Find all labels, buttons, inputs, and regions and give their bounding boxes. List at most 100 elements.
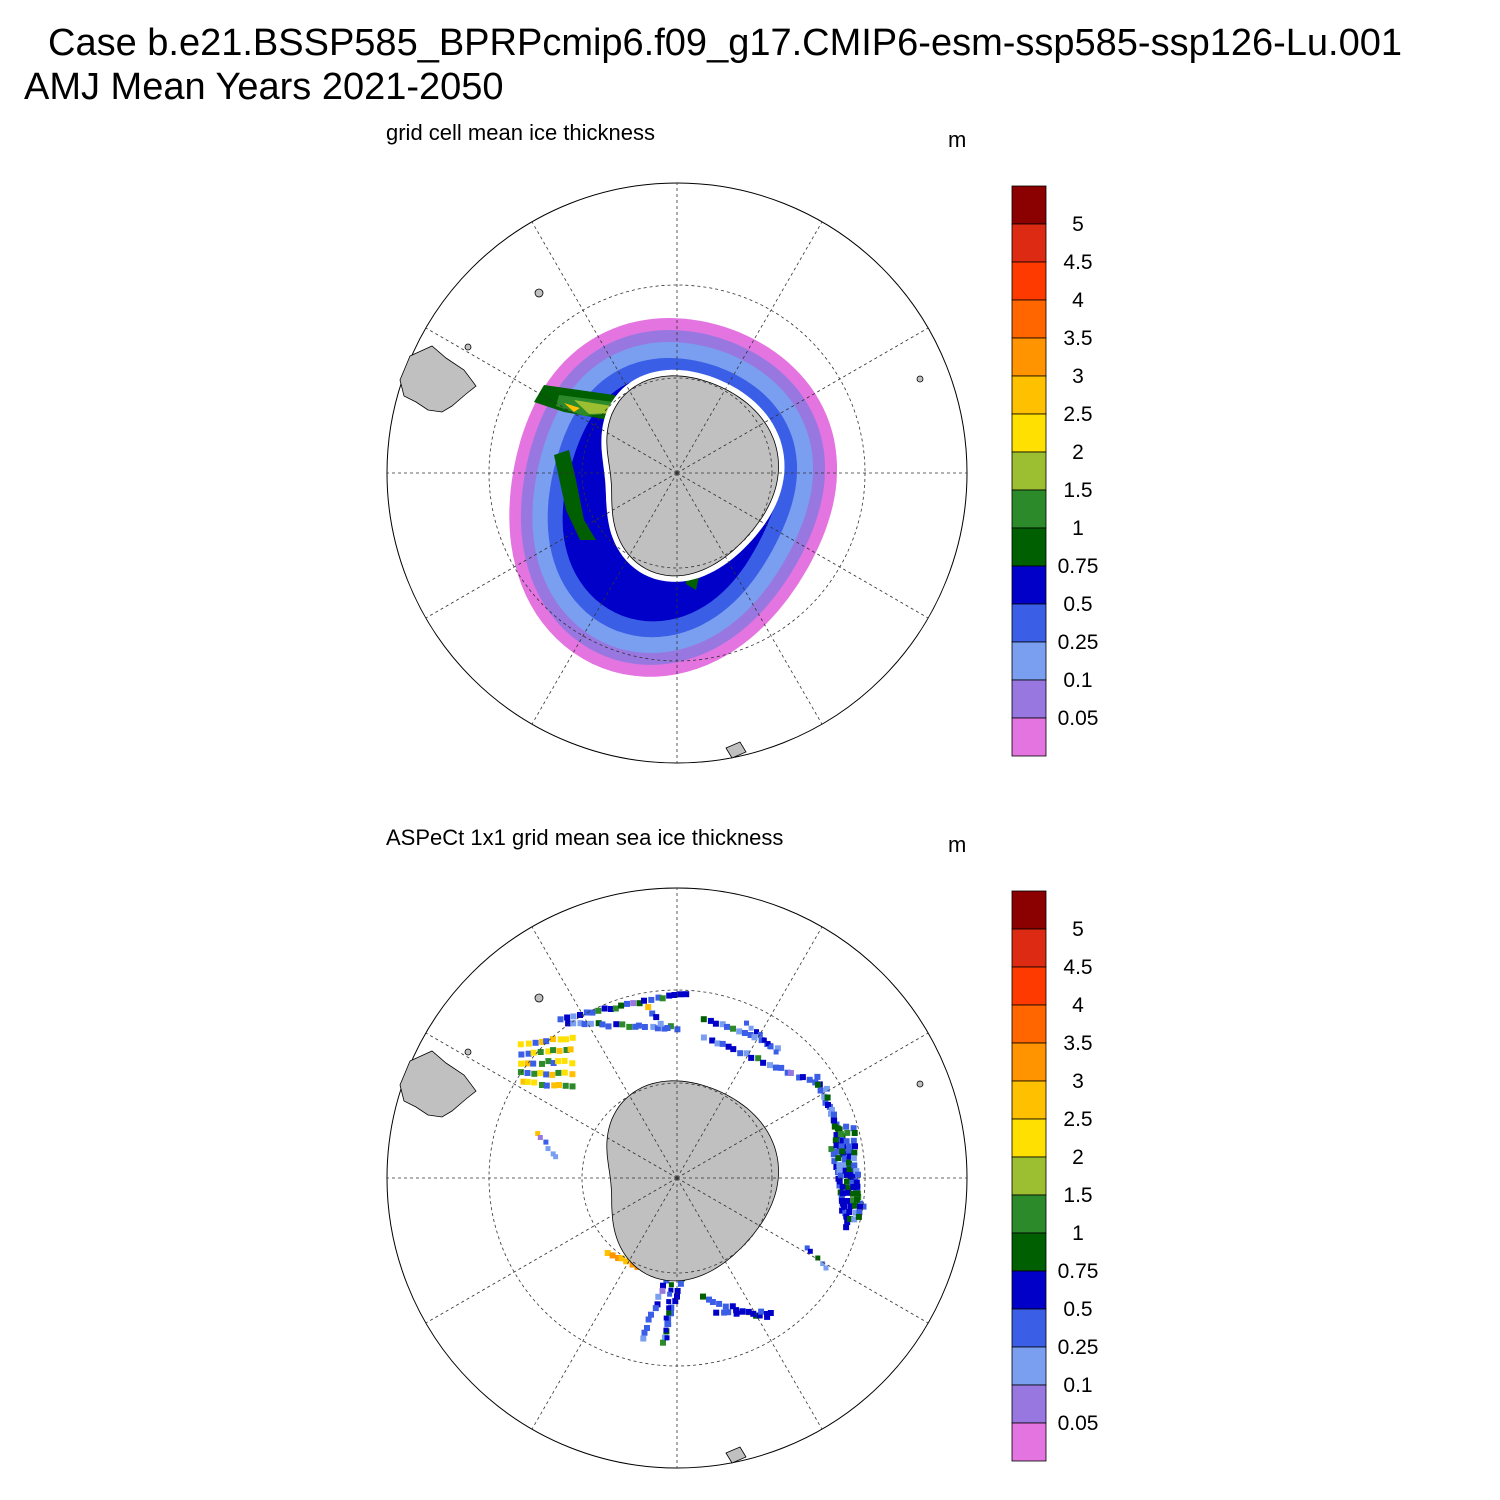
observation-cell: [837, 1131, 844, 1138]
meridian-line: [531, 472, 678, 725]
observation-cell: [751, 1034, 758, 1041]
observation-cell: [853, 1179, 860, 1186]
colorbar-box: [1011, 527, 1047, 567]
observation-cell: [618, 1255, 625, 1262]
colorbar-box: [1011, 1422, 1047, 1462]
observation-cell: [640, 1335, 647, 1342]
observation-cell: [565, 1020, 572, 1027]
observation-cell: [799, 1074, 806, 1081]
observation-cell: [748, 1025, 754, 1031]
meridian-line: [425, 1177, 678, 1324]
observation-cell: [520, 1078, 527, 1085]
observation-cell: [543, 1139, 549, 1145]
observation-cell: [619, 1021, 626, 1028]
meridian-line: [676, 472, 823, 725]
observation-cell: [524, 1060, 531, 1067]
observation-cell: [844, 1178, 850, 1185]
observation-cell: [832, 1137, 839, 1144]
colorbar-tick-label: 0.75: [1058, 555, 1099, 578]
observation-cell: [745, 1308, 752, 1315]
observation-cell: [623, 1258, 630, 1265]
observation-cell: [846, 1159, 852, 1166]
colorbar-box: [1011, 299, 1047, 339]
observation-cell: [836, 1182, 843, 1189]
observation-cell: [530, 1049, 537, 1056]
observation-cell: [601, 1005, 608, 1012]
colorbar-box: [1011, 565, 1047, 605]
observation-cell: [842, 1167, 849, 1174]
colorbar-tick-label: 5: [1072, 213, 1084, 236]
observation-cell: [550, 1060, 557, 1066]
observation-cell: [674, 1288, 681, 1294]
observation-cell: [764, 1311, 770, 1317]
observation-cell: [709, 1299, 716, 1305]
observation-cell: [636, 1000, 643, 1007]
observation-cell: [817, 1087, 824, 1094]
observation-cell: [629, 1261, 636, 1268]
observation-cell: [836, 1162, 843, 1169]
observation-cell: [843, 1224, 850, 1231]
observation-cell: [747, 1032, 754, 1038]
observation-cell: [850, 1197, 857, 1204]
observation-cell: [666, 1310, 672, 1316]
observation-cell: [814, 1073, 821, 1080]
colorbar-tick-label: 3.5: [1063, 1032, 1092, 1055]
colorbar-box: [1011, 1308, 1047, 1348]
observation-cell: [834, 1148, 841, 1155]
observation-cell: [577, 1020, 584, 1027]
observation-cell: [807, 1248, 813, 1254]
colorbar-box: [1011, 641, 1047, 681]
observation-cell: [843, 1213, 850, 1220]
observation-cell: [556, 1082, 562, 1088]
observation-cell: [641, 997, 647, 1004]
observation-cell: [624, 1000, 630, 1007]
observation-cell: [838, 1194, 845, 1201]
colorbar-tick-label: 2.5: [1063, 1108, 1092, 1131]
colorbar-tick-label: 1.5: [1063, 479, 1092, 502]
graticule: [387, 888, 967, 1468]
observation-cell: [632, 1023, 639, 1030]
colorbar-tick-label: 3.5: [1063, 327, 1092, 350]
south-america-landmass: [399, 345, 477, 413]
graticule: [387, 183, 967, 763]
observation-cell: [804, 1245, 810, 1251]
colorbar-tick-label: 1.5: [1063, 1184, 1092, 1207]
ice-thick-patch: [554, 450, 596, 540]
meridian-line: [676, 221, 823, 474]
observation-cell: [551, 1082, 558, 1089]
observation-cell: [823, 1265, 829, 1271]
observation-cell: [836, 1126, 843, 1133]
observation-cell: [833, 1142, 840, 1149]
observation-cell: [583, 1009, 590, 1016]
observation-cell: [830, 1151, 837, 1158]
observation-cell: [677, 991, 684, 998]
observation-cell: [539, 1082, 545, 1088]
observation-cell: [667, 1291, 673, 1297]
observation-cell: [846, 1166, 853, 1173]
observation-cell: [857, 1204, 863, 1210]
observation-cell: [842, 1210, 849, 1217]
observation-cell: [846, 1209, 853, 1215]
observation-cell: [612, 1005, 619, 1012]
observation-cell: [537, 1135, 543, 1140]
colorbar-tick-label: 0.5: [1063, 1298, 1092, 1321]
observation-cell: [815, 1081, 821, 1088]
colorbar-box: [1011, 1042, 1047, 1082]
observation-cell: [577, 1012, 583, 1018]
observation-cell: [851, 1130, 858, 1136]
island: [534, 993, 544, 1003]
observation-cell: [773, 1049, 779, 1055]
observation-cell: [666, 992, 673, 999]
observation-cell: [666, 1305, 672, 1311]
observation-cell: [838, 1197, 845, 1204]
observation-cell: [844, 1129, 851, 1136]
colorbar-tick-label: 4: [1072, 994, 1084, 1017]
observation-cell: [524, 1070, 531, 1076]
observation-cell: [847, 1203, 854, 1210]
observation-cell: [525, 1040, 532, 1047]
observation-cell: [756, 1312, 763, 1319]
observation-cell: [772, 1064, 779, 1071]
observation-cell: [517, 1041, 524, 1048]
observation-cell: [618, 1002, 625, 1009]
observation-cell: [828, 1106, 835, 1113]
